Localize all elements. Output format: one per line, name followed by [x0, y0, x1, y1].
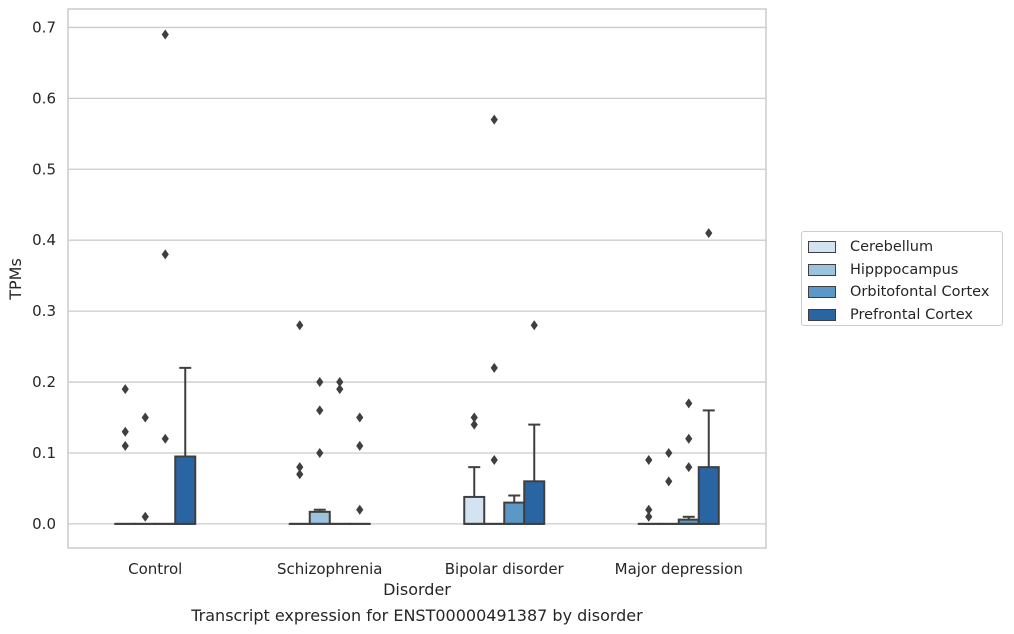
- y-tick-label: 0.5: [32, 160, 56, 178]
- y-tick-label: 0.1: [32, 444, 56, 462]
- box-2-3: [677, 398, 700, 525]
- outlier-point: [490, 114, 498, 125]
- outlier-point: [645, 504, 653, 515]
- legend-item: Hipppocampus: [808, 259, 996, 282]
- y-axis-label: TPMs: [6, 258, 25, 301]
- outlier-point: [316, 405, 324, 416]
- legend-label: Orbitofontal Cortex: [850, 284, 990, 301]
- y-tick-label: 0.4: [32, 231, 56, 249]
- outlier-point: [470, 412, 478, 423]
- box-0-3: [637, 455, 660, 525]
- outlier-point: [121, 440, 129, 451]
- outlier-point: [470, 419, 478, 430]
- box-2-1: [328, 377, 351, 525]
- box-1-2: [483, 114, 506, 525]
- outlier-point: [316, 377, 324, 388]
- y-tick-labels: 0.0 0.1 0.2 0.3 0.4 0.5 0.6 0.7: [32, 18, 56, 532]
- x-tick-labels: Control Schizophrenia Bipolar disorder Majo…: [128, 560, 743, 578]
- gridlines: [68, 26, 766, 525]
- y-tick-label: 0.7: [32, 18, 56, 36]
- box-0-0: [114, 384, 137, 525]
- figure-caption: Transcript expression for ENST0000049138…: [191, 606, 643, 625]
- outlier-point: [141, 511, 149, 522]
- box-rect: [174, 455, 197, 525]
- x-tick-label: Bipolar disorder: [445, 560, 565, 578]
- x-axis-label: Disorder: [383, 580, 451, 599]
- box-rect: [503, 501, 526, 525]
- box-1-3: [657, 447, 680, 525]
- box-rect: [697, 466, 720, 525]
- outlier-point: [161, 433, 169, 444]
- outlier-point: [665, 476, 673, 487]
- box-rect: [523, 480, 546, 525]
- legend-swatch: [808, 308, 836, 321]
- outlier-point: [121, 426, 129, 437]
- y-tick-label: 0.3: [32, 302, 56, 320]
- legend-item: Prefrontal Cortex: [808, 304, 996, 327]
- y-tick-label: 0.2: [32, 373, 56, 391]
- box-rect: [308, 510, 331, 525]
- outlier-point: [296, 469, 304, 480]
- outlier-point: [356, 440, 364, 451]
- outlier-point: [141, 412, 149, 423]
- box-3-1: [348, 412, 371, 525]
- x-tick-label: Schizophrenia: [277, 560, 382, 578]
- outlier-point: [356, 504, 364, 515]
- outlier-point: [356, 412, 364, 423]
- outlier-point: [645, 511, 653, 522]
- box-3-0: [174, 366, 197, 525]
- legend-label: Prefrontal Cortex: [850, 306, 973, 323]
- outlier-point: [490, 362, 498, 373]
- legend-item: Cerebellum: [808, 236, 996, 259]
- box-1-1: [308, 377, 331, 525]
- box-0-2: [463, 412, 486, 525]
- outlier-point: [296, 320, 304, 331]
- legend-label: Cerebellum: [850, 239, 934, 256]
- box-3-2: [523, 320, 546, 525]
- legend-swatch: [808, 263, 836, 276]
- box-2-0: [154, 29, 177, 525]
- outlier-point: [336, 384, 344, 395]
- box-elements: [114, 29, 720, 525]
- outlier-point: [705, 228, 713, 239]
- outlier-point: [121, 384, 129, 395]
- legend-label: Hipppocampus: [850, 261, 959, 278]
- box-0-1: [288, 320, 311, 525]
- box-1-0: [134, 412, 157, 525]
- outlier-point: [685, 462, 693, 473]
- y-tick-label: 0.6: [32, 89, 56, 107]
- x-tick-label: Major depression: [615, 560, 743, 578]
- legend: Cerebellum Hipppocampus Orbitofontal Corte…: [801, 231, 1003, 326]
- legend-item: Orbitofontal Cortex: [808, 281, 996, 304]
- y-tick-label: 0.0: [32, 515, 56, 533]
- outlier-point: [296, 462, 304, 473]
- outlier-point: [316, 447, 324, 458]
- box-2-2: [503, 494, 526, 525]
- box-rect: [463, 495, 486, 525]
- outlier-point: [490, 455, 498, 466]
- outlier-point: [530, 320, 538, 331]
- outlier-point: [685, 398, 693, 409]
- box-3-3: [697, 228, 720, 525]
- plot-frame: [67, 8, 767, 549]
- outlier-point: [336, 377, 344, 388]
- outlier-point: [161, 29, 169, 40]
- x-tick-label: Control: [128, 560, 182, 578]
- outlier-point: [685, 433, 693, 444]
- legend-swatch: [808, 286, 836, 299]
- outlier-point: [645, 455, 653, 466]
- outlier-point: [161, 249, 169, 260]
- legend-swatch: [808, 241, 836, 254]
- outlier-point: [665, 447, 673, 458]
